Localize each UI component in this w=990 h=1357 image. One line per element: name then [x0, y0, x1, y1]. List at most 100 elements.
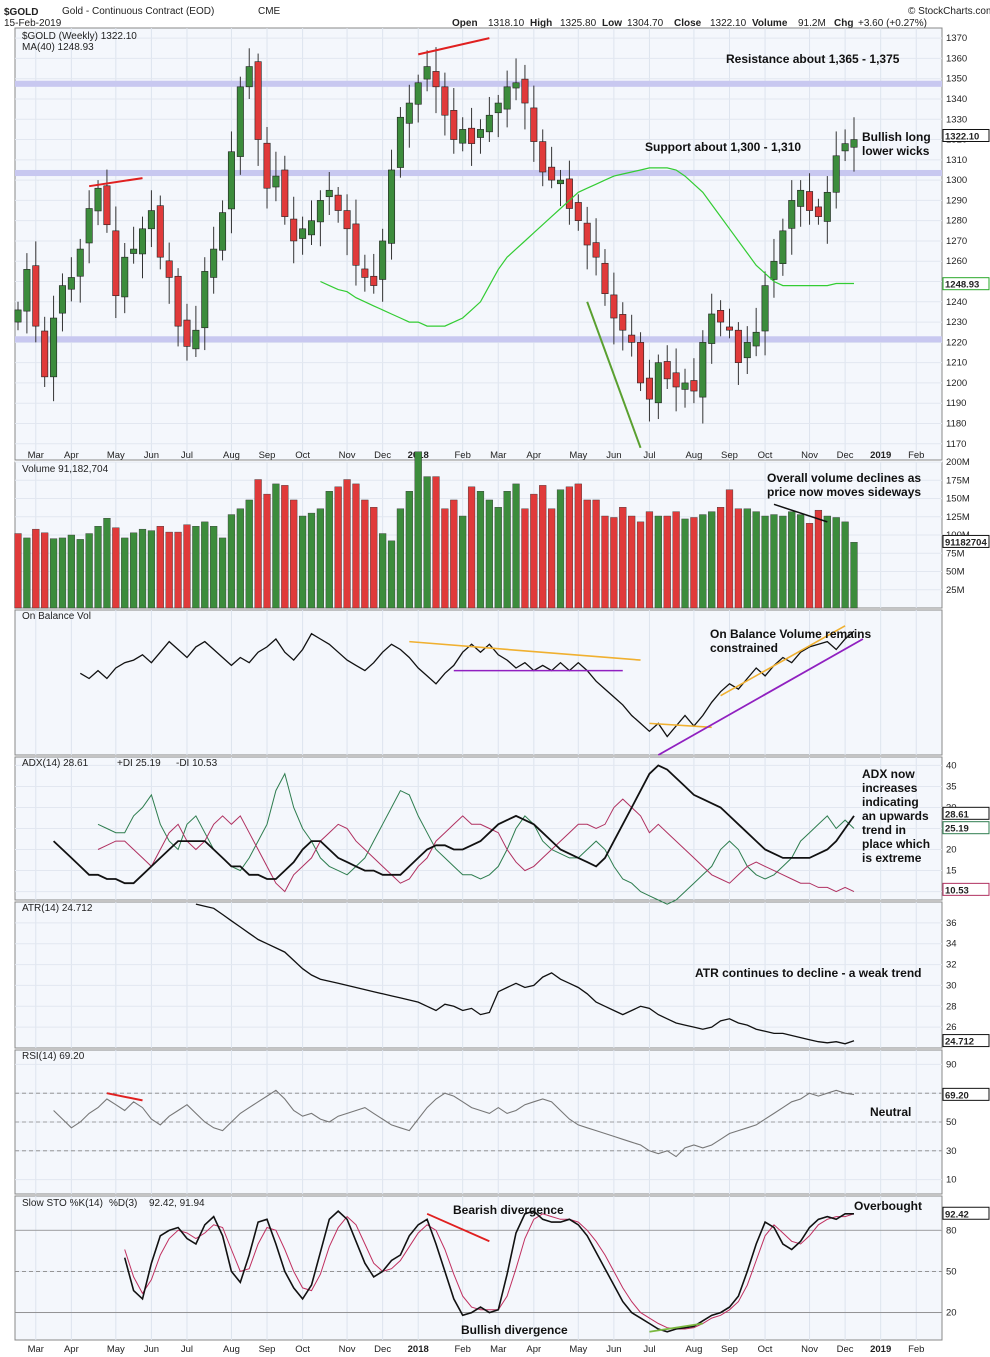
chg-value: +3.60 (+0.27%) — [858, 18, 927, 29]
last-value-box — [942, 277, 990, 291]
last-value-box — [942, 1087, 990, 1101]
price-candle — [708, 293, 716, 364]
volume-legend: Volume 91,182,704 — [22, 464, 109, 475]
volume-bar — [201, 521, 209, 609]
sto-d-line — [124, 1213, 855, 1330]
low-value: 1304.70 — [627, 18, 664, 29]
price-candle — [690, 358, 698, 404]
price-candle — [743, 326, 751, 375]
adx-note-5: place which — [862, 837, 930, 851]
price-candle — [699, 330, 707, 424]
ma40-line — [320, 167, 854, 327]
price-candle — [637, 332, 645, 392]
price-candle — [725, 308, 733, 339]
price-candle — [752, 307, 760, 357]
month-tick-Apr: Apr — [526, 1344, 541, 1355]
volume-bar — [218, 537, 227, 609]
month-tick-Oct: Oct — [758, 1344, 773, 1355]
sto-d-legend: %D(3) — [109, 1198, 137, 1209]
month-tick-Sep: Sep — [721, 450, 738, 461]
price-candle — [806, 173, 814, 225]
price-candle — [192, 305, 200, 357]
volume-bar — [41, 532, 49, 609]
price-candle — [58, 273, 66, 332]
volume-bar — [174, 531, 182, 609]
price-candle — [717, 300, 725, 337]
price-candle — [450, 88, 458, 154]
volume-bar — [379, 533, 387, 609]
volume-bar — [290, 499, 298, 609]
month-tick-Dec: Dec — [837, 1344, 854, 1355]
last-value-box — [942, 1206, 990, 1220]
price-annotations: Resistance about 1,365 - 1,375 Support ab… — [645, 52, 931, 158]
last-value: 25.19 — [945, 824, 969, 835]
month-tick-May: May — [107, 1344, 125, 1355]
wicks-note-1: Bullish long — [862, 130, 931, 144]
panel-4-frame — [14, 901, 943, 1049]
y-tick-1270: 1270 — [946, 236, 967, 247]
bearish-divergence-line — [88, 177, 143, 188]
price-month-axis: MarAprMayJunJulAugSepOctNovDec2018FebMar… — [28, 450, 925, 461]
month-tick-2018: 2018 — [408, 1344, 429, 1355]
volume-bar — [663, 515, 671, 609]
chg-label: Chg — [834, 18, 853, 29]
y-tick-1200: 1200 — [946, 378, 967, 389]
sto-last: 92.42 — [942, 1206, 990, 1220]
panel-background — [14, 901, 943, 1049]
volume-bar — [210, 526, 218, 609]
volume-bar — [387, 540, 396, 609]
open-value: 1318.10 — [488, 18, 525, 29]
last-value: 1248.93 — [945, 280, 979, 291]
y-tick-1340: 1340 — [946, 94, 967, 105]
price-candle — [619, 302, 627, 351]
adx-note-4: trend in — [862, 823, 906, 837]
sto-bearish-note: Bearish divergence — [453, 1203, 564, 1217]
price-candle — [539, 129, 547, 187]
atr-note: ATR continues to decline - a weak trend — [695, 966, 921, 980]
volume-bar — [610, 517, 618, 609]
y-tick-1170: 1170 — [946, 439, 966, 450]
support-band — [15, 169, 942, 177]
obv-note-1: On Balance Volume remains — [710, 627, 871, 641]
adx-note-2: indicating — [862, 795, 919, 809]
month-tick-Feb: Feb — [908, 450, 924, 461]
rsi-note: Neutral — [870, 1105, 911, 1119]
price-candle — [139, 216, 147, 279]
lower-band — [15, 336, 942, 343]
month-tick-Aug: Aug — [685, 450, 702, 461]
panel-6-frame — [14, 1195, 943, 1341]
price-candle — [823, 176, 831, 244]
y-tick-50: 50 — [946, 1266, 957, 1277]
volume-bar — [672, 511, 680, 609]
y-tick-1240: 1240 — [946, 297, 967, 308]
last-value-box — [942, 806, 990, 820]
price-candle — [281, 155, 289, 225]
price-candle — [103, 169, 111, 233]
adx-note-3: an upwards — [862, 809, 929, 823]
price-candle — [468, 107, 476, 166]
y-tick-1180: 1180 — [946, 418, 966, 429]
volume-title: Volume 91,182,704 — [22, 464, 109, 475]
price-candle — [494, 94, 502, 138]
open-label: Open — [452, 18, 478, 29]
month-tick-Apr: Apr — [64, 1344, 79, 1355]
month-tick-Nov: Nov — [801, 1344, 818, 1355]
resistance-band — [15, 80, 942, 87]
month-tick-Nov: Nov — [801, 450, 818, 461]
month-tick-Mar: Mar — [490, 450, 506, 461]
volume-bar — [681, 518, 689, 609]
y-tick-35: 35 — [946, 781, 957, 792]
price-candle — [574, 194, 582, 231]
volume-bar — [459, 515, 467, 609]
month-tick-Jul: Jul — [643, 450, 655, 461]
y-tick-1300: 1300 — [946, 175, 967, 186]
price-candle — [352, 199, 360, 286]
price-candle — [334, 187, 342, 223]
month-tick-Mar: Mar — [28, 450, 44, 461]
volume-bar — [396, 508, 405, 609]
volume-bar — [521, 508, 529, 609]
last-value: 10.53 — [945, 885, 969, 896]
adx-note-0: ADX now — [862, 767, 915, 781]
price-candle — [521, 64, 529, 130]
